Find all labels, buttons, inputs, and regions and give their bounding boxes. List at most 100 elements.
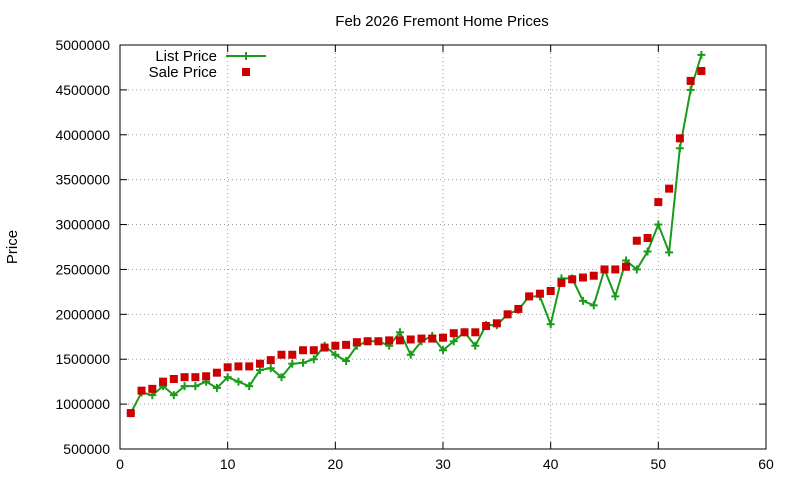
data-point <box>212 368 221 377</box>
legend-label: Sale Price <box>149 64 217 81</box>
data-point <box>234 362 243 371</box>
data-point <box>482 322 491 331</box>
data-point <box>277 373 286 382</box>
data-point <box>180 373 189 382</box>
data-point <box>665 248 674 257</box>
grid-lines <box>120 45 766 449</box>
data-point <box>578 296 587 305</box>
data-point <box>654 220 663 229</box>
data-point <box>439 333 447 342</box>
data-point <box>169 374 178 383</box>
x-tick-label: 40 <box>543 456 559 472</box>
y-tick-label: 500000 <box>63 441 110 457</box>
data-point <box>611 265 620 274</box>
data-point <box>449 329 458 338</box>
data-point <box>288 359 297 368</box>
data-point <box>417 334 426 343</box>
x-tick-label: 50 <box>651 456 667 472</box>
data-point <box>471 341 480 350</box>
plot-border <box>119 44 767 450</box>
data-point <box>675 134 684 143</box>
y-tick-label: 3500000 <box>55 172 110 188</box>
data-point <box>568 275 577 284</box>
data-point <box>223 363 232 372</box>
data-point <box>266 356 275 365</box>
data-point <box>288 350 297 359</box>
data-point <box>245 362 254 371</box>
data-point <box>331 341 340 350</box>
data-point <box>686 76 695 85</box>
data-point <box>245 382 254 391</box>
data-point <box>309 355 318 364</box>
data-point <box>514 304 523 313</box>
data-point <box>697 50 706 59</box>
data-point <box>212 383 221 392</box>
series-sale-price <box>126 67 706 418</box>
data-point <box>299 346 308 355</box>
data-point <box>460 328 469 337</box>
x-tick-label: 20 <box>328 456 344 472</box>
legend-marker <box>242 52 250 60</box>
data-point <box>503 310 512 319</box>
data-point <box>255 359 264 368</box>
data-point <box>632 265 641 274</box>
data-point <box>342 357 351 366</box>
data-point <box>352 338 361 347</box>
y-tick-label: 3000000 <box>55 217 110 233</box>
data-point <box>535 289 544 298</box>
data-point <box>406 350 415 359</box>
data-point <box>578 273 587 282</box>
data-point <box>643 247 652 256</box>
data-point <box>159 377 168 386</box>
data-point <box>191 382 200 391</box>
legend-label: List Price <box>155 48 217 65</box>
data-point <box>148 384 157 393</box>
y-tick-label: 4000000 <box>55 127 110 143</box>
y-tick-label: 5000000 <box>55 37 110 53</box>
data-point <box>557 278 566 287</box>
data-point <box>342 340 351 349</box>
y-tick-label: 2500000 <box>55 261 110 277</box>
data-point <box>643 234 652 243</box>
data-point <box>471 328 480 337</box>
data-point <box>632 236 641 245</box>
y-tick-label: 2000000 <box>55 306 110 322</box>
data-point <box>492 319 501 328</box>
data-point <box>686 85 695 94</box>
data-point <box>406 335 415 344</box>
data-point <box>589 301 598 310</box>
data-point <box>363 337 372 346</box>
data-point <box>665 184 674 193</box>
data-point <box>395 336 404 345</box>
data-point <box>428 334 437 343</box>
data-point <box>697 67 706 76</box>
axis-ticks: 0 10 20 30 40 50 60 500000 1000000 1500000 2000000… <box>55 37 774 472</box>
data-point <box>546 286 555 295</box>
x-tick-label: 0 <box>116 456 124 472</box>
data-point <box>277 350 286 359</box>
data-point <box>137 386 146 395</box>
y-tick-label: 1500000 <box>55 351 110 367</box>
y-axis-label: Price <box>4 230 21 264</box>
data-point <box>622 262 631 271</box>
data-point <box>331 350 340 359</box>
x-tick-label: 10 <box>220 456 236 472</box>
data-point <box>169 391 178 400</box>
series-list-price <box>126 50 706 418</box>
x-tick-label: 60 <box>758 456 774 472</box>
data-point <box>546 320 555 329</box>
data-point <box>374 337 383 346</box>
x-tick-label: 30 <box>435 456 451 472</box>
data-point <box>439 346 447 355</box>
data-point <box>600 265 609 274</box>
data-point <box>395 328 404 337</box>
y-tick-label: 1000000 <box>55 396 110 412</box>
data-point <box>675 144 684 153</box>
legend-marker <box>242 68 250 76</box>
series-line <box>129 54 703 414</box>
data-point <box>654 198 663 207</box>
data-point <box>180 382 189 391</box>
data-point <box>266 364 275 373</box>
y-tick-label: 4500000 <box>55 82 110 98</box>
